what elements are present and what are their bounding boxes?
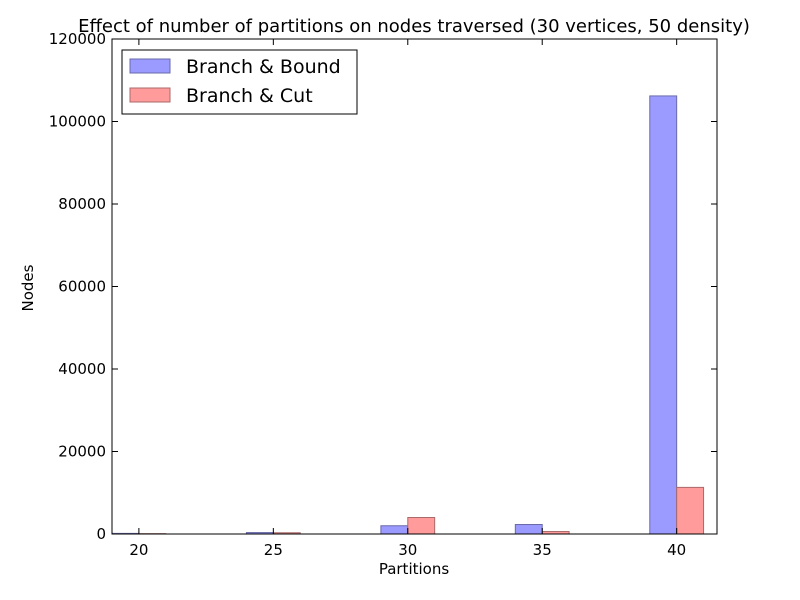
legend-swatch: [129, 87, 171, 103]
bar-branch-bound-30: [380, 525, 409, 535]
y-axis-label: Nodes: [19, 264, 37, 311]
legend-swatch: [129, 58, 171, 74]
y-tick-label: 100000: [49, 113, 106, 131]
y-tick-label: 40000: [58, 360, 106, 378]
x-tick-label: 20: [129, 541, 148, 559]
y-tick-label: 120000: [49, 30, 106, 48]
y-tick-label: 20000: [58, 443, 106, 461]
bar-branch-bound-35: [514, 524, 543, 535]
plot-frame: [111, 38, 718, 535]
bar-branch-bound-40: [649, 95, 678, 535]
x-axis-label: Partitions: [379, 560, 450, 578]
y-tick-label: 60000: [58, 278, 106, 296]
chart-title: Effect of number of partitions on nodes …: [78, 16, 750, 37]
legend: Branch & Bound Branch & Cut: [121, 49, 358, 115]
bar-branch-cut-40: [676, 486, 705, 535]
y-tick-label: 80000: [58, 195, 106, 213]
y-tick-label: 0: [96, 525, 106, 543]
bar-branch-cut-30: [407, 517, 436, 535]
x-tick-label: 30: [398, 541, 417, 559]
x-tick-label: 35: [533, 541, 552, 559]
ticks-layer: 20 25 30 35 40 0 20000 40000 60000 80000 100000 120…: [49, 30, 717, 559]
legend-label: Branch & Cut: [186, 85, 313, 107]
x-tick-label: 25: [264, 541, 283, 559]
x-tick-label: 40: [667, 541, 686, 559]
legend-label: Branch & Bound: [186, 56, 341, 78]
bars-layer: [111, 95, 705, 535]
